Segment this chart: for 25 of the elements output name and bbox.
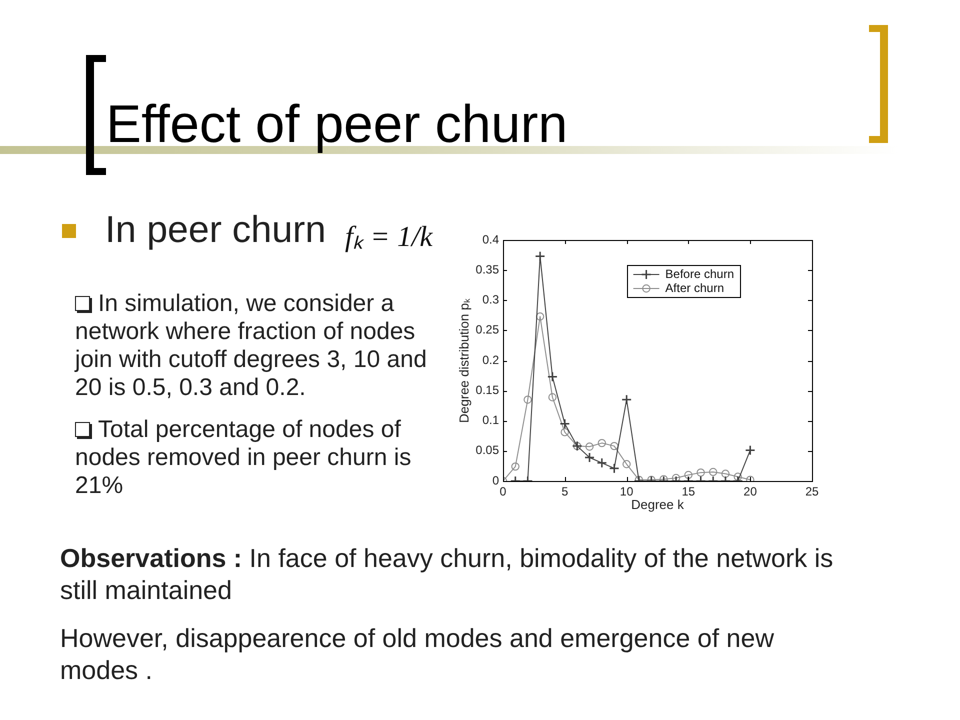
text: However, disappearence of old modes and emergence of new modes . xyxy=(60,623,774,685)
y-tick-label: 0.3 xyxy=(482,292,500,307)
text: In peer churn xyxy=(105,208,326,250)
y-tick-label: 0.15 xyxy=(476,382,500,397)
text: fₖ = 1/k xyxy=(345,220,433,254)
y-tick-label: 0 xyxy=(492,473,500,488)
legend-label: Before churn xyxy=(665,266,734,281)
text: Observations : In face of heavy churn, bimodality of the network is still maintained xyxy=(60,543,834,605)
legend-label: After churn xyxy=(665,280,724,295)
x-tick-label: 5 xyxy=(561,484,568,499)
text: Total percentage of nodes of nodes removed in peer churn is 21% xyxy=(75,416,412,499)
text: In simulation, we consider a network where fraction of nodes join with cutoff degrees 3, 10 and 20 is 0.5, 0.3 and 0.2. xyxy=(75,290,427,401)
y-tick-label: 0.2 xyxy=(482,352,500,367)
y-tick-label: 0.25 xyxy=(476,322,500,337)
x-tick-label: 20 xyxy=(744,484,758,499)
y-axis-title: Degree distribution pₖ xyxy=(456,298,472,423)
y-tick-label: 0.05 xyxy=(476,443,500,458)
y-tick-label: 0.4 xyxy=(482,232,500,246)
x-tick-label: 25 xyxy=(805,484,819,499)
x-tick-label: 10 xyxy=(620,484,634,499)
x-tick-label: 15 xyxy=(682,484,696,499)
y-tick-label: 0.1 xyxy=(482,413,500,428)
x-axis-title: Degree k xyxy=(631,496,684,512)
chart-title: Effect of peer churn xyxy=(106,95,568,154)
y-tick-label: 0.35 xyxy=(476,262,500,276)
